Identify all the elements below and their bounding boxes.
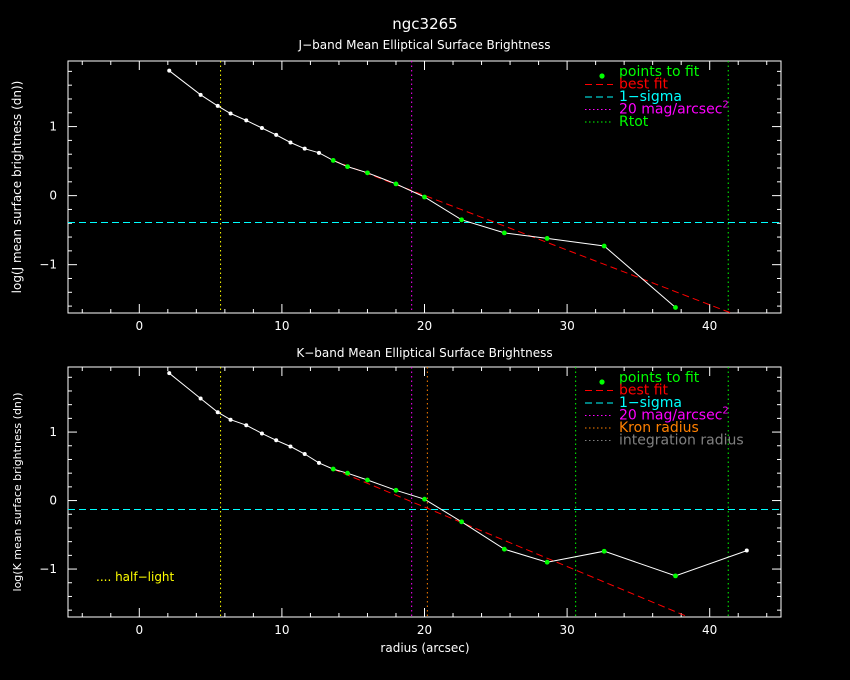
x-tick-label: 0 xyxy=(135,319,143,333)
x-tick-label: 10 xyxy=(274,319,289,333)
profile-point xyxy=(215,103,220,108)
legend-label: points to fit xyxy=(619,370,700,386)
fit-point xyxy=(601,548,607,554)
panel-k-band: K−band Mean Elliptical Surface Brightnes… xyxy=(11,346,782,637)
legend-label: integration radius xyxy=(619,433,744,449)
legend-label: 20 mag/arcsec2 xyxy=(619,406,729,424)
legend-label: best fit xyxy=(619,77,669,93)
x-tick-label: 40 xyxy=(702,319,717,333)
profile-point xyxy=(302,451,307,456)
fit-point xyxy=(422,194,427,200)
profile-point xyxy=(274,132,279,137)
profile-point xyxy=(288,140,293,145)
legend-label: 1−sigma xyxy=(619,395,682,411)
legend-label: best fit xyxy=(619,383,669,399)
fit-point xyxy=(393,181,399,187)
plot-area xyxy=(68,367,781,617)
profile-point xyxy=(274,438,279,443)
fit-point xyxy=(365,477,370,483)
fit-point xyxy=(422,496,427,502)
x-axis-label: radius (arcsec) xyxy=(380,641,469,655)
x-tick-label: 30 xyxy=(559,319,574,333)
legend-label: Rtot xyxy=(619,114,649,130)
x-tick-label: 0 xyxy=(135,623,143,637)
fit-point xyxy=(501,546,507,552)
legend-marker xyxy=(599,379,605,385)
fit-point xyxy=(345,164,350,170)
x-tick-label: 30 xyxy=(559,623,574,637)
figure-title: ngc3265 xyxy=(392,15,457,33)
fit-point xyxy=(544,559,550,565)
y-tick-label: −1 xyxy=(39,258,57,272)
profile-point xyxy=(259,125,264,130)
profile-point xyxy=(316,460,321,465)
best-fit-line xyxy=(333,468,689,617)
profile-point xyxy=(744,548,749,553)
fit-point xyxy=(345,470,350,476)
profile-point xyxy=(198,396,203,401)
half-light-note: .... half−light xyxy=(96,570,175,584)
profile-point xyxy=(316,150,321,155)
y-axis-label: log(K mean surface brightness (dn)) xyxy=(11,393,24,592)
fit-point xyxy=(673,573,678,579)
legend-label: 1−sigma xyxy=(619,89,682,105)
profile-point xyxy=(198,92,203,97)
fit-point xyxy=(544,236,550,241)
profile-point xyxy=(288,444,293,449)
y-tick-label: 1 xyxy=(49,425,57,439)
profile-point xyxy=(244,423,249,428)
plot-area xyxy=(68,61,781,313)
legend-label-superscript: 2 xyxy=(722,406,728,417)
legend-label: points to fit xyxy=(619,64,700,80)
fit-point xyxy=(501,230,507,236)
panel-j-band: J−band Mean Elliptical Surface Brightnes… xyxy=(10,38,782,333)
y-tick-label: −1 xyxy=(39,562,57,576)
fit-point xyxy=(330,466,336,472)
y-axis-label: log(J mean surface brightness (dn)) xyxy=(10,81,24,294)
profile-point xyxy=(244,118,249,123)
fit-point xyxy=(459,519,464,525)
x-tick-label: 20 xyxy=(417,319,432,333)
profile-point xyxy=(228,417,233,422)
profile-point xyxy=(215,410,220,415)
x-tick-label: 10 xyxy=(274,623,289,637)
x-tick-label: 20 xyxy=(417,623,432,637)
legend-label-superscript: 2 xyxy=(722,100,728,111)
fit-point xyxy=(330,158,336,163)
legend-marker xyxy=(599,73,605,79)
legend-label: Kron radius xyxy=(619,420,699,436)
legend-label: 20 mag/arcsec2 xyxy=(619,100,729,118)
panel-title: K−band Mean Elliptical Surface Brightnes… xyxy=(296,346,552,360)
y-tick-label: 1 xyxy=(49,120,57,134)
y-tick-label: 0 xyxy=(49,189,57,203)
profile-point xyxy=(259,431,264,436)
profile-point xyxy=(167,68,172,73)
profile-point xyxy=(167,371,172,376)
panel-title: J−band Mean Elliptical Surface Brightnes… xyxy=(298,38,551,52)
profile-point xyxy=(228,111,233,116)
fit-point xyxy=(601,243,607,249)
fit-point xyxy=(673,305,678,310)
y-tick-label: 0 xyxy=(49,494,57,508)
x-tick-label: 40 xyxy=(702,623,717,637)
fit-point xyxy=(459,217,464,223)
fit-point xyxy=(365,170,370,176)
profile-line xyxy=(168,70,676,308)
profile-point xyxy=(302,146,307,151)
fit-point xyxy=(393,487,399,493)
